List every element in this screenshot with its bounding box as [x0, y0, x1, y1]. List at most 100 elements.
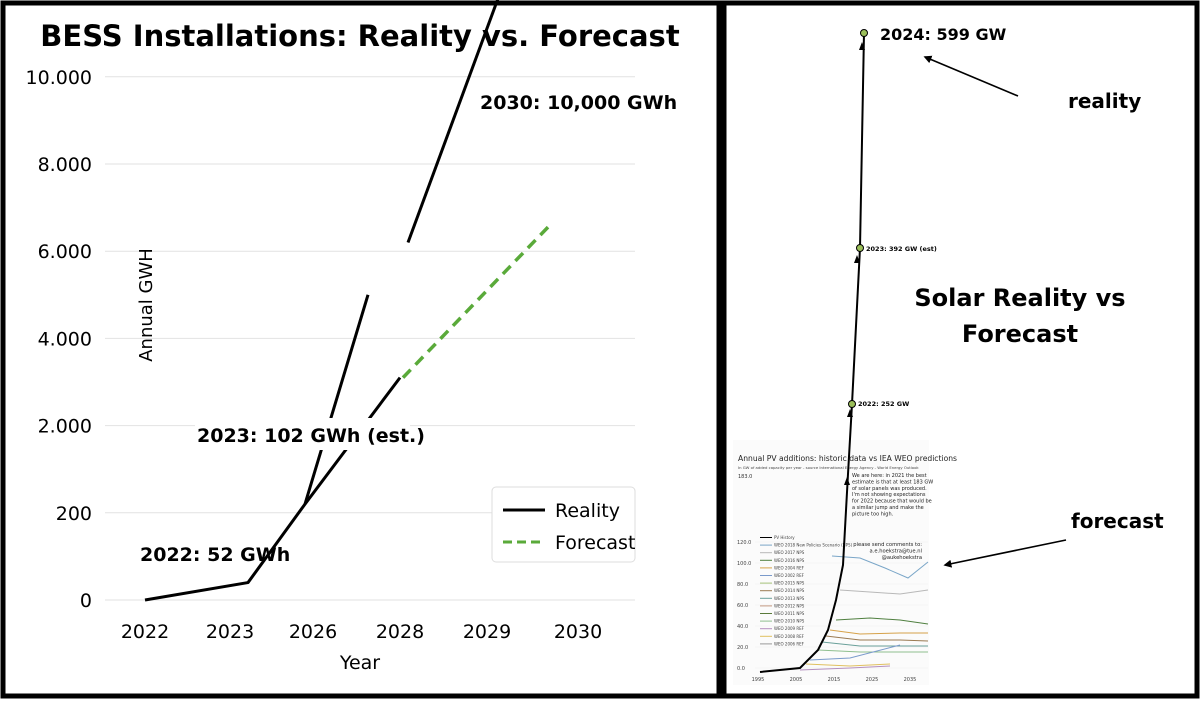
- y-tick-label: 4.000: [38, 328, 92, 350]
- inset-axes: 120.0 100.0 80.0 60.0 40.0 20.0 0.0 1995 2005 201…: [737, 540, 928, 683]
- legend-box: [491, 486, 636, 563]
- inset-top-value: 183.0: [738, 474, 752, 480]
- bess-x-axis: 2022 2023 2026 2028 2029 2030: [121, 621, 602, 643]
- x-tick-label: 2030: [554, 621, 602, 643]
- reality-line-upper-b: [406, 0, 500, 243]
- solar-point-label-2024: 2024: 599 GW: [880, 25, 1007, 44]
- inset-legend-label: WEO 2016 NPS: [774, 558, 805, 563]
- inset-subtitle: In GW of added capacity per year - sourc…: [738, 465, 919, 470]
- inset-legend-label: WEO 2015 NPS: [774, 581, 805, 586]
- legend-label-reality: Reality: [555, 500, 620, 522]
- inset-forecast-lines: [799, 555, 929, 671]
- inset-legend-label: WEO 2017 NPS: [774, 550, 805, 555]
- inset-note-line: I'm not showing expectations: [852, 492, 926, 498]
- bess-y-axis-label: Annual GWH: [136, 248, 157, 362]
- x-tick-label: 2029: [463, 621, 511, 643]
- legend-label-forecast: Forecast: [555, 532, 635, 554]
- solar-point: [848, 400, 856, 408]
- inset-x-tick: 1995: [752, 677, 765, 683]
- inset-x-tick: 2025: [866, 677, 879, 683]
- inset-legend-label: WEO 2012 NPS: [774, 603, 805, 608]
- inset-y-tick: 40.0: [737, 624, 748, 630]
- x-tick-label: 2022: [121, 621, 169, 643]
- inset-y-tick: 0.0: [737, 666, 745, 672]
- inset-forecast-line: [805, 663, 891, 667]
- inset-forecast-line: [817, 649, 928, 653]
- label-forecast: forecast: [1071, 509, 1164, 533]
- arrow-forecast: [943, 539, 1067, 568]
- y-tick-label: 0: [80, 590, 92, 612]
- inset-title: Annual PV additions: historic data vs IE…: [738, 454, 957, 463]
- inset-legend-label: WEO 2010 NPS: [774, 619, 805, 624]
- left-panel-frame: [0, 0, 722, 699]
- solar-reality-line: [759, 32, 865, 673]
- inset-note-line: for 2022 because that would be: [852, 499, 932, 505]
- solar-point: [856, 244, 864, 252]
- inset-x-tick: 2035: [904, 677, 917, 683]
- inset-credit-line: a.e.hoekstra@tue.nl: [870, 549, 922, 555]
- y-tick-label: 200: [56, 503, 92, 525]
- label-reality: reality: [1068, 89, 1141, 113]
- inset-forecast-line: [809, 644, 901, 661]
- y-tick-label: 8.000: [38, 154, 92, 176]
- bess-legend: Reality Forecast: [491, 486, 636, 563]
- inset-credit-line: @aukehoekstra: [882, 555, 922, 561]
- x-tick-label: 2026: [289, 621, 337, 643]
- bess-x-axis-label: Year: [339, 652, 380, 674]
- inset-note-line: of solar panels was produced.: [852, 486, 927, 492]
- inset-forecast-line: [821, 641, 928, 647]
- inset-credit-line: please send comments to:: [853, 542, 922, 548]
- inset-forecast-line: [825, 635, 929, 642]
- solar-title-line1: Solar Reality vs: [914, 284, 1125, 312]
- inset-forecast-line: [799, 665, 891, 671]
- bess-chart-title: BESS Installations: Reality vs. Forecast: [40, 19, 680, 53]
- inset-y-tick: 120.0: [737, 540, 751, 546]
- inset-legend-label: WEO 2013 NPS: [774, 596, 805, 601]
- inset-y-tick: 100.0: [737, 561, 751, 567]
- reality-line-upper-a: [303, 294, 370, 505]
- inset-y-tick: 20.0: [737, 645, 748, 651]
- inset-forecast-line: [835, 617, 929, 625]
- solar-arrow-tip: [854, 255, 860, 263]
- inset-legend-label: WEO 2004 REF: [774, 565, 805, 570]
- solar-arrow-tip: [847, 409, 853, 417]
- solar-arrow-tip: [859, 42, 865, 50]
- inset-legend-label: WEO 2002 REF: [774, 573, 805, 578]
- solar-point-label-2023: 2023: 392 GW (est): [866, 245, 937, 253]
- bess-y-axis: 0 200 2.000 4.000 6.000 8.000 10.000: [26, 67, 92, 612]
- inset-legend-label: WEO 2018 New Policies Scenario (NPS): [774, 543, 853, 548]
- solar-point: [860, 29, 868, 37]
- inset-credit: please send comments to:a.e.hoekstra@tue…: [853, 542, 922, 561]
- inset-forecast-line: [829, 629, 928, 635]
- annotation-mask-2023: [195, 418, 410, 450]
- solar-reality-series: [759, 29, 868, 673]
- solar-title-line2: Forecast: [962, 320, 1078, 348]
- annotation-2023: 2023: 102 GWh (est.): [197, 425, 425, 447]
- y-tick-label: 6.000: [38, 241, 92, 263]
- inset-y-tick: 80.0: [737, 582, 748, 588]
- inset-note-line: picture too high.: [852, 511, 894, 517]
- inset-forecast-line: [839, 589, 929, 595]
- inset-legend-label: PV History: [774, 535, 795, 540]
- x-tick-label: 2023: [206, 621, 254, 643]
- inset-legend-label: WEO 2011 NPS: [774, 611, 805, 616]
- solar-arrow-tip: [844, 477, 850, 485]
- annotation-2022: 2022: 52 GWh: [140, 544, 290, 566]
- inset-legend-label: WEO 2008 REF: [774, 634, 805, 639]
- y-tick-label: 2.000: [38, 416, 92, 438]
- inset-forecast-line: [831, 555, 929, 579]
- inset-x-tick: 2015: [828, 677, 841, 683]
- arrow-reality: [923, 55, 1019, 97]
- x-tick-label: 2028: [376, 621, 424, 643]
- inset-note-line: a similar jump and make the: [852, 505, 924, 511]
- y-tick-label: 10.000: [26, 67, 92, 89]
- inset-legend-label: WEO 2006 REF: [774, 641, 805, 646]
- inset-legend: PV History WEO 2018 New Policies Scenario…: [760, 535, 853, 646]
- inset-note-line: We are here: in 2021 the best: [852, 473, 927, 479]
- solar-point-label-2022: 2022: 252 GW: [858, 400, 909, 408]
- solar-inset-chart: Annual PV additions: historic data vs IE…: [733, 440, 957, 685]
- inset-x-tick: 2005: [790, 677, 803, 683]
- inset-legend-label: WEO 2009 REF: [774, 626, 805, 631]
